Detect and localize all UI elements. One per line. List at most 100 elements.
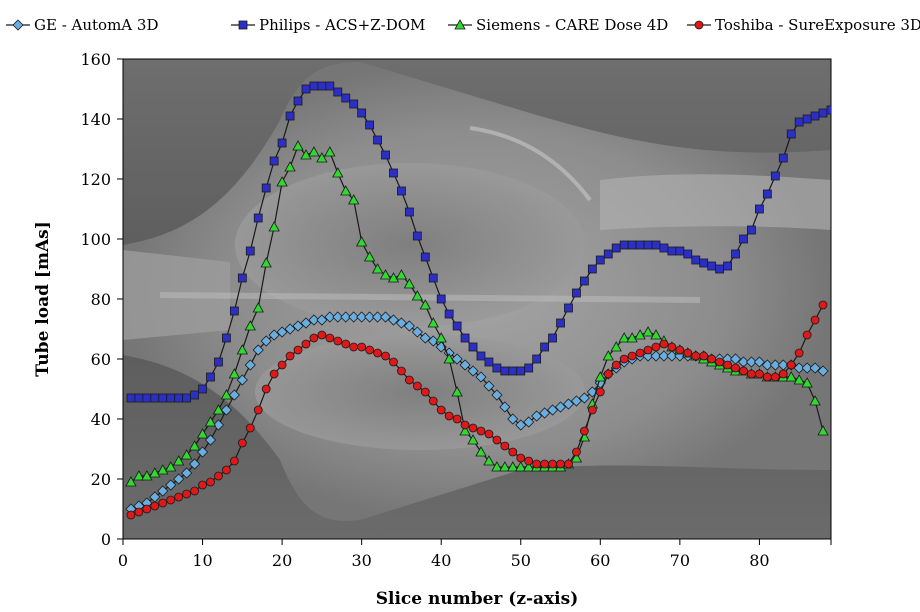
y-tick-label: 20 <box>91 470 111 489</box>
data-point <box>658 350 670 362</box>
data-point <box>212 419 225 431</box>
data-point <box>699 258 709 268</box>
data-point <box>157 485 169 497</box>
data-point <box>142 393 152 403</box>
data-point <box>301 339 311 349</box>
data-point <box>333 87 343 97</box>
data-point <box>619 240 629 250</box>
data-point <box>802 114 812 124</box>
data-point <box>427 317 439 328</box>
x-tick-label: 80 <box>749 551 769 570</box>
data-point <box>293 345 303 355</box>
data-point <box>602 350 614 361</box>
data-point <box>523 461 535 472</box>
data-point <box>379 269 392 280</box>
data-point <box>419 332 431 344</box>
data-point <box>444 411 454 421</box>
data-point <box>570 395 583 407</box>
data-point <box>786 129 796 139</box>
data-point <box>460 333 470 343</box>
data-point <box>817 365 829 377</box>
legend-label: GE - AutomA 3D <box>34 16 158 34</box>
data-point <box>556 459 565 469</box>
data-point <box>419 299 431 310</box>
data-point <box>134 393 144 403</box>
data-point <box>364 311 376 323</box>
data-point <box>492 435 502 445</box>
data-point <box>237 273 247 283</box>
data-point <box>222 333 231 343</box>
data-point <box>755 204 764 214</box>
x-tick-label: 40 <box>431 551 451 570</box>
data-point <box>389 357 398 367</box>
data-point <box>381 150 390 160</box>
data-point <box>333 336 343 346</box>
data-point <box>229 456 239 466</box>
data-point <box>548 459 557 469</box>
data-point <box>284 323 296 335</box>
data-point <box>659 243 669 253</box>
data-point <box>554 401 567 413</box>
data-point <box>412 381 422 391</box>
data-point <box>802 330 812 340</box>
legend-label: Siemens - CARE Dose 4D <box>476 16 668 34</box>
ct-topogram-background <box>123 59 831 539</box>
data-point <box>809 395 821 406</box>
data-point <box>309 81 319 91</box>
data-point <box>332 311 344 323</box>
data-point <box>404 207 414 217</box>
data-point <box>515 461 527 472</box>
data-point <box>276 176 288 187</box>
data-point <box>141 470 153 481</box>
data-point <box>594 371 606 382</box>
data-point <box>292 140 304 151</box>
data-point <box>166 393 176 403</box>
data-point <box>531 410 543 422</box>
data-point <box>747 225 756 235</box>
data-point <box>174 492 184 502</box>
y-tick-label: 140 <box>80 110 111 129</box>
data-point <box>381 351 390 361</box>
series-layer <box>125 81 831 520</box>
data-point <box>157 464 169 475</box>
legend-marker <box>454 19 466 30</box>
data-point <box>770 372 780 382</box>
data-point <box>428 396 438 406</box>
data-point <box>675 246 685 256</box>
data-point <box>675 345 685 355</box>
data-point <box>332 167 344 178</box>
data-point <box>387 314 400 326</box>
data-point <box>578 392 590 404</box>
data-point <box>507 413 519 425</box>
data-point <box>206 477 215 487</box>
data-point <box>300 317 312 329</box>
data-point <box>316 152 328 163</box>
data-point <box>309 333 319 343</box>
data-point <box>739 366 748 376</box>
data-point <box>523 416 535 428</box>
data-point <box>420 387 430 397</box>
data-point <box>562 398 575 410</box>
data-point <box>277 360 287 370</box>
data-point <box>150 501 160 511</box>
data-point <box>540 342 550 352</box>
data-point <box>427 335 439 347</box>
data-point <box>492 363 502 373</box>
data-point <box>403 320 415 332</box>
data-point <box>150 393 160 403</box>
data-point <box>229 306 239 316</box>
data-point <box>340 185 352 196</box>
data-point <box>268 221 280 232</box>
data-point <box>643 345 653 355</box>
data-point <box>524 456 534 466</box>
data-point <box>634 329 646 340</box>
data-point <box>587 405 597 415</box>
data-point <box>365 345 375 355</box>
data-point <box>397 366 406 376</box>
data-point <box>158 393 168 403</box>
legend-marker <box>238 20 248 30</box>
data-point <box>572 288 581 298</box>
data-point <box>459 425 471 436</box>
data-point <box>412 231 422 241</box>
data-point <box>253 405 263 415</box>
